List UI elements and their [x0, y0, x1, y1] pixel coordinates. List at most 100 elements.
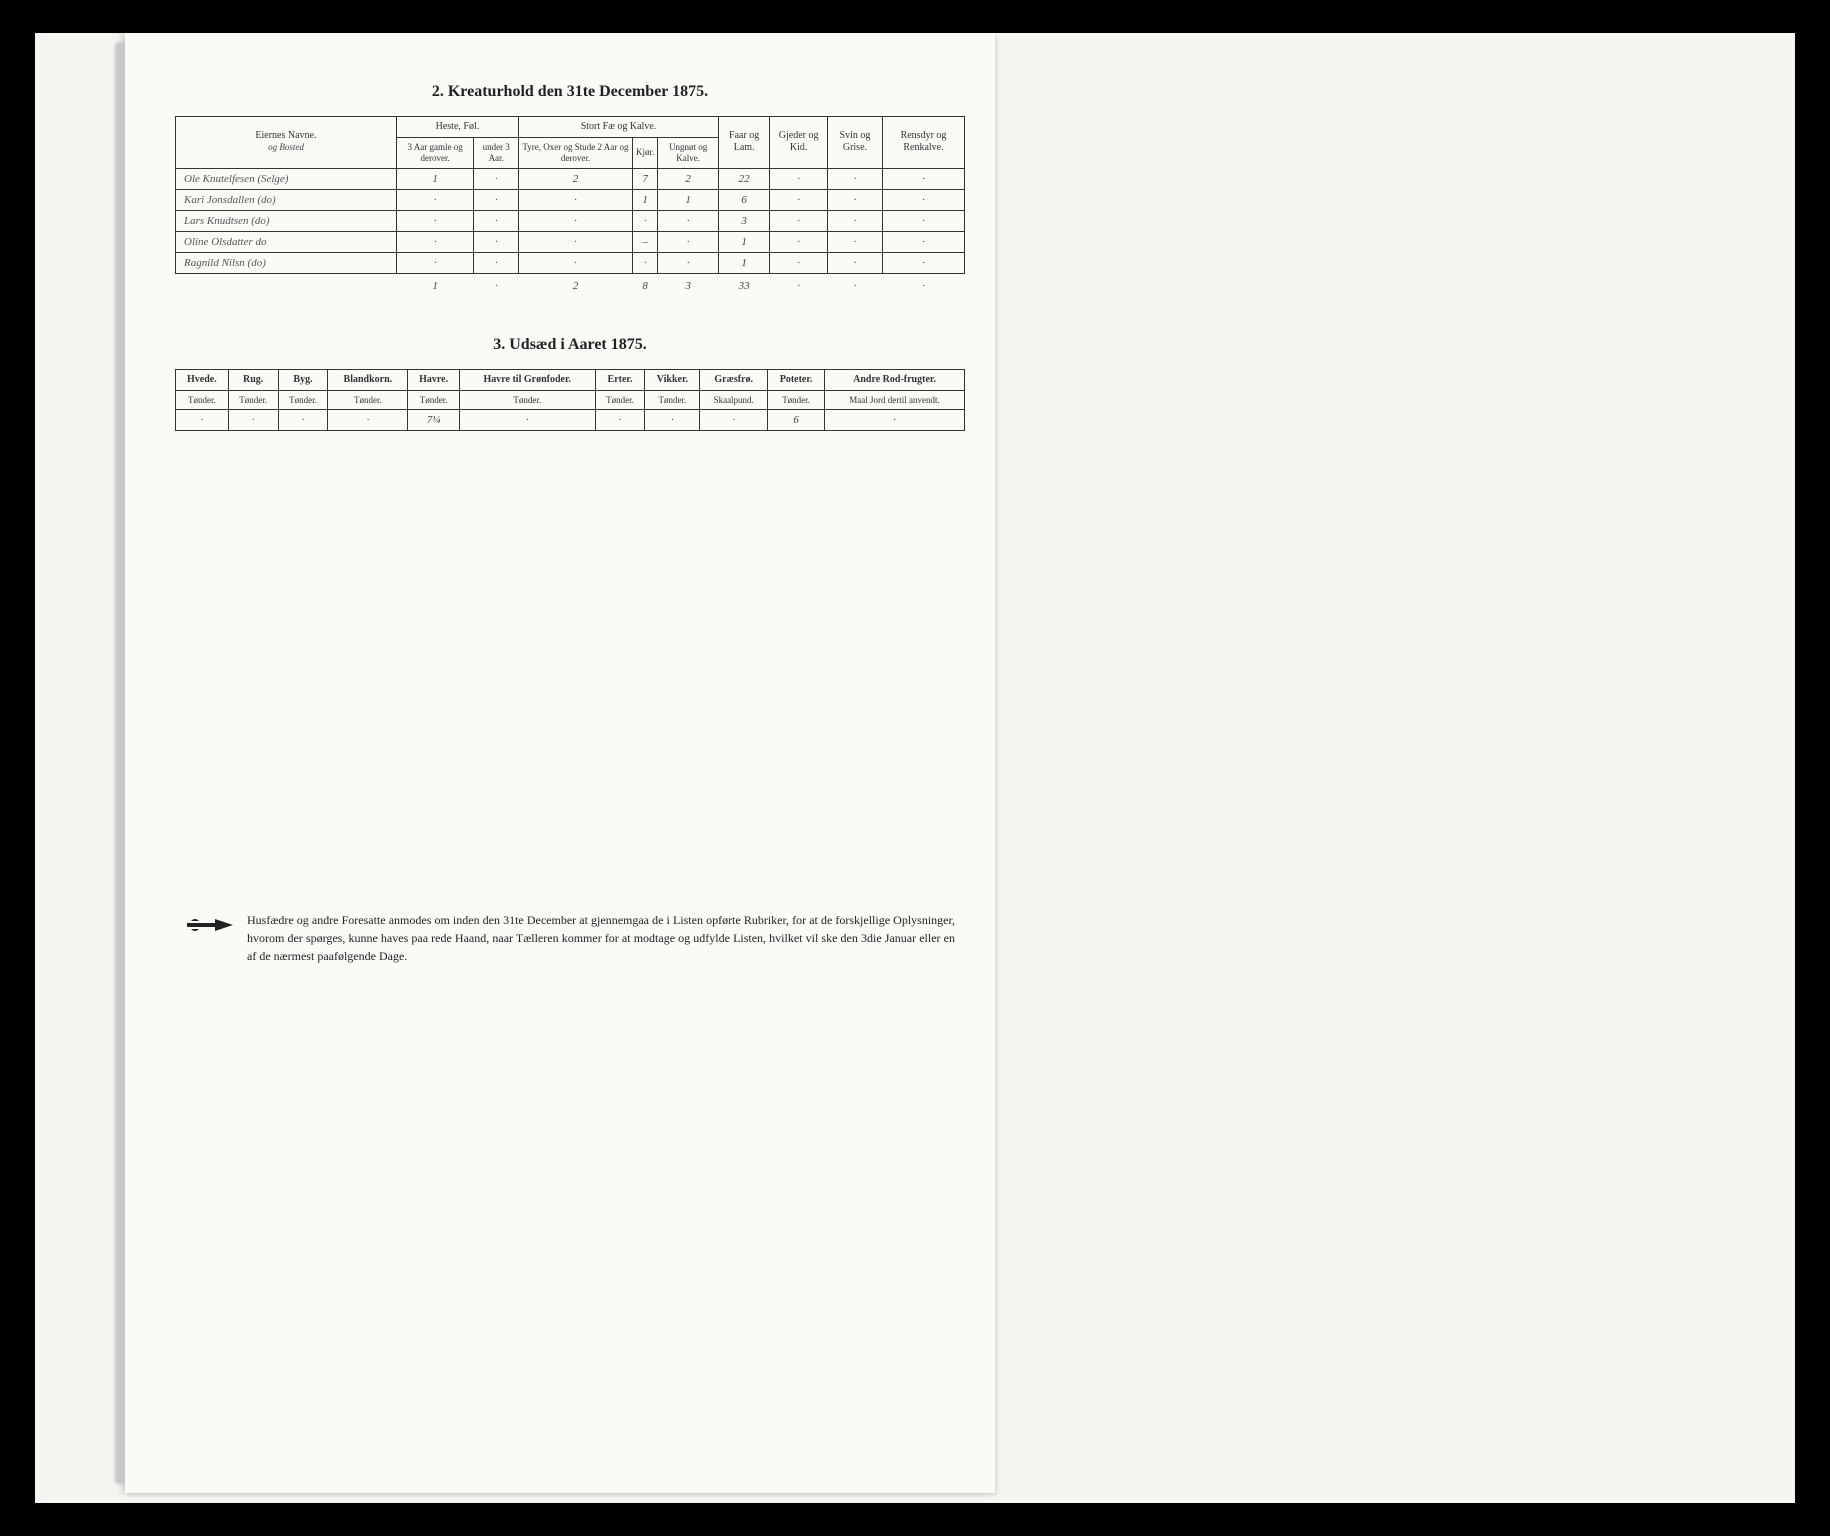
cell: 1 — [396, 168, 474, 189]
table-row: Ole Knutelfesen (Selge) 1 · 2 7 2 22 · ·… — [176, 168, 965, 189]
seed-value-cell: 6 — [768, 410, 825, 431]
cell: · — [474, 231, 519, 252]
totals-row: 1·28333··· — [176, 273, 965, 296]
livestock-table: Eiernes Navne. og Bosted Heste, Føl. Sto… — [175, 116, 965, 296]
table-row: Kari Jonsdallen (do) · · · 1 1 6 · · · — [176, 189, 965, 210]
col-faar: Faar og Lam. — [719, 117, 770, 169]
cell: · — [882, 231, 964, 252]
cell: 2 — [518, 168, 632, 189]
seed-value-cell: 7¼ — [408, 410, 460, 431]
table-row: Oline Olsdatter do · · · – · 1 · · · — [176, 231, 965, 252]
seed-table: Hvede.Rug.Byg.Blandkorn.Havre.Havre til … — [175, 369, 965, 432]
col-stort-c: Ungnøt og Kalve. — [658, 138, 719, 169]
seed-col-unit: Tønder. — [645, 390, 700, 410]
seed-col-unit: Tønder. — [228, 390, 278, 410]
cell: · — [474, 189, 519, 210]
cell: · — [396, 210, 474, 231]
cell: · — [658, 210, 719, 231]
pointing-hand-icon — [185, 913, 235, 937]
seed-value-cell: · — [228, 410, 278, 431]
cell: 3 — [719, 210, 770, 231]
footer-note: Husfædre og andre Foresatte anmodes om i… — [175, 911, 965, 965]
owner-cell: Kari Jonsdallen (do) — [176, 189, 397, 210]
seed-value-cell: · — [645, 410, 700, 431]
cell: · — [658, 231, 719, 252]
seed-value-cell: · — [278, 410, 328, 431]
seed-value-cell: · — [825, 410, 965, 431]
cell: · — [827, 210, 882, 231]
cell: · — [827, 252, 882, 273]
cell: 1 — [719, 231, 770, 252]
cell: · — [882, 252, 964, 273]
seed-col-label: Vikker. — [645, 369, 700, 390]
seed-col-unit: Tønder. — [768, 390, 825, 410]
seed-value-cell: · — [700, 410, 768, 431]
cell: · — [827, 231, 882, 252]
seed-col-unit: Skaalpund. — [700, 390, 768, 410]
col-stort-a: Tyre, Oxer og Stude 2 Aar og derover. — [518, 138, 632, 169]
cell: · — [474, 210, 519, 231]
section3-title: 3. Udsæd i Aaret 1875. — [175, 336, 965, 354]
cell: · — [633, 210, 658, 231]
table-row: Lars Knudtsen (do) · · · · · 3 · · · — [176, 210, 965, 231]
seed-value-cell: · — [328, 410, 408, 431]
seed-col-unit: Tønder. — [278, 390, 328, 410]
seed-col-unit: Tønder. — [595, 390, 645, 410]
seed-col-label: Rug. — [228, 369, 278, 390]
cell: · — [770, 252, 828, 273]
cell: · — [396, 231, 474, 252]
seed-col-label: Havre til Grønfoder. — [459, 369, 595, 390]
cell: 1 — [719, 252, 770, 273]
col-owners: Eiernes Navne. og Bosted — [176, 117, 397, 169]
cell: · — [518, 210, 632, 231]
col-group-stort: Stort Fæ og Kalve. — [518, 117, 718, 138]
owners-label: Eiernes Navne. — [255, 130, 316, 141]
col-stort-b: Kjør. — [633, 138, 658, 169]
seed-col-unit: Maal Jord dertil anvendt. — [825, 390, 965, 410]
cell: 7 — [633, 168, 658, 189]
cell: · — [827, 168, 882, 189]
cell: 2 — [658, 168, 719, 189]
seed-col-label: Græsfrø. — [700, 369, 768, 390]
col-group-heste: Heste, Føl. — [396, 117, 518, 138]
seed-value-cell: · — [595, 410, 645, 431]
table-row: Ragnild Nilsn (do) · · · · · 1 · · · — [176, 252, 965, 273]
seed-value-cell: · — [176, 410, 229, 431]
cell: · — [770, 210, 828, 231]
cell: · — [770, 168, 828, 189]
seed-col-unit: Tønder. — [459, 390, 595, 410]
seed-values-row: ····7¼····6· — [176, 410, 965, 431]
cell: · — [474, 252, 519, 273]
footer-text: Husfædre og andre Foresatte anmodes om i… — [247, 911, 955, 965]
owner-cell: Lars Knudtsen (do) — [176, 210, 397, 231]
owner-cell: Oline Olsdatter do — [176, 231, 397, 252]
scan-background: 2. Kreaturhold den 31te December 1875. E… — [35, 33, 1795, 1503]
cell: · — [396, 189, 474, 210]
seed-col-label: Havre. — [408, 369, 460, 390]
cell: · — [770, 231, 828, 252]
col-heste-a: 3 Aar gamle og derover. — [396, 138, 474, 169]
cell: 6 — [719, 189, 770, 210]
owners-sublabel: og Bosted — [268, 142, 304, 152]
cell: 1 — [633, 189, 658, 210]
seed-col-label: Erter. — [595, 369, 645, 390]
owner-cell: Ragnild Nilsn (do) — [176, 252, 397, 273]
cell: · — [882, 210, 964, 231]
cell: 22 — [719, 168, 770, 189]
col-gjeder: Gjeder og Kid. — [770, 117, 828, 169]
col-rensdyr: Rensdyr og Renkalve. — [882, 117, 964, 169]
seed-col-label: Byg. — [278, 369, 328, 390]
cell: – — [633, 231, 658, 252]
cell: · — [882, 168, 964, 189]
cell: · — [770, 189, 828, 210]
col-heste-b: under 3 Aar. — [474, 138, 519, 169]
cell: · — [827, 189, 882, 210]
cell: · — [658, 252, 719, 273]
document-page: 2. Kreaturhold den 31te December 1875. E… — [125, 33, 995, 1493]
cell: 1 — [658, 189, 719, 210]
seed-col-unit: Tønder. — [408, 390, 460, 410]
cell: · — [882, 189, 964, 210]
cell: · — [518, 189, 632, 210]
seed-col-unit: Tønder. — [176, 390, 229, 410]
seed-col-label: Poteter. — [768, 369, 825, 390]
